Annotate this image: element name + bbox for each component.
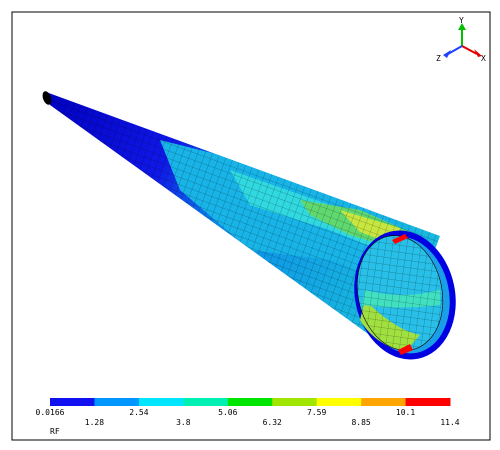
legend-swatch: [183, 398, 229, 406]
legend-label: 11.4: [440, 418, 459, 427]
legend-variable: RF: [50, 427, 60, 436]
legend-label: 2.54: [129, 408, 148, 417]
legend-label: 3.8: [176, 418, 191, 427]
legend-label: 0.0166: [36, 408, 65, 417]
axis-triad: Y Z X: [436, 16, 486, 63]
legend-label: 10.1: [396, 408, 415, 417]
tube-model: [42, 91, 456, 360]
legend-swatch: [94, 398, 140, 406]
legend-swatch: [316, 398, 362, 406]
legend-label: 6.32: [263, 418, 282, 427]
axis-label-y: Y: [459, 16, 464, 25]
legend-label: 8.85: [351, 418, 370, 427]
color-legend: 0.0166 1.28 2.54 3.8 5.06 6.32 7.59 8.85 10.1 11.…: [36, 398, 460, 427]
legend-label: 1.28: [85, 418, 104, 427]
legend-swatch: [272, 398, 318, 406]
legend-swatch: [138, 398, 184, 406]
legend-swatch: [405, 398, 451, 406]
legend-swatch: [50, 398, 95, 406]
axis-label-z: Z: [436, 54, 441, 63]
axis-label-x: X: [481, 54, 486, 63]
legend-label: 7.59: [307, 408, 326, 417]
legend-label: 5.06: [218, 408, 237, 417]
legend-swatch: [227, 398, 273, 406]
legend-swatch: [361, 398, 407, 406]
